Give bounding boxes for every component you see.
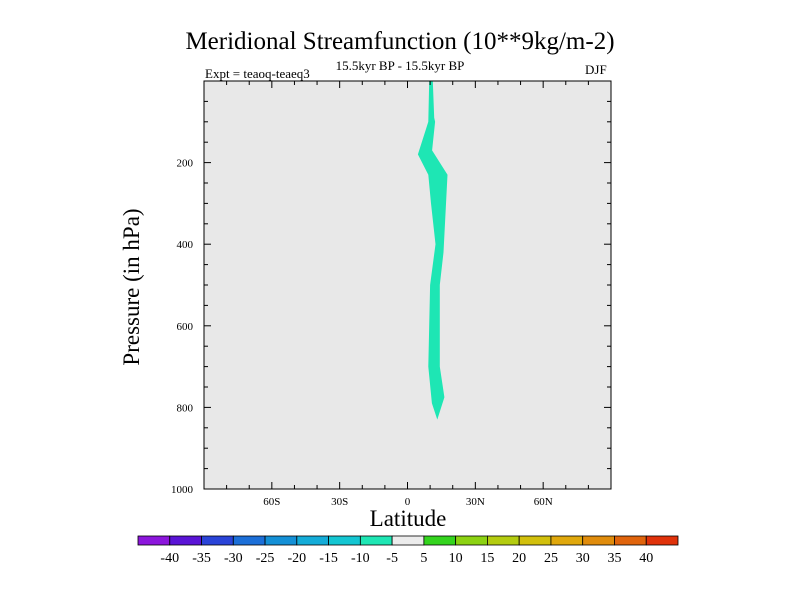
colorbar-swatch [169, 535, 202, 546]
colorbar-swatch [614, 535, 647, 546]
y-tick-label: 600 [177, 321, 194, 333]
colorbar-label: -25 [256, 551, 275, 566]
colorbar-label: 20 [512, 551, 526, 566]
colorbar-swatch [359, 535, 393, 546]
colorbar-swatch [487, 535, 520, 546]
y-tick-label: 1000 [171, 484, 194, 496]
colorbar-swatch [455, 535, 488, 546]
colorbar-label: -30 [224, 551, 243, 566]
colorbar-swatch [296, 535, 329, 546]
colorbar-label: 25 [544, 551, 558, 566]
colorbar-label: 30 [576, 551, 590, 566]
colorbar-swatch [328, 535, 361, 546]
colorbar-label: -10 [351, 551, 370, 566]
season-label: DJF [585, 62, 607, 77]
plot-background [204, 81, 611, 489]
y-tick-label: 800 [177, 402, 194, 414]
colorbar-label: 10 [449, 551, 463, 566]
colorbar-swatch [137, 535, 171, 546]
colorbar-swatch [264, 535, 298, 546]
x-tick-label: 60S [263, 496, 280, 508]
colorbar-swatch [201, 535, 234, 546]
colorbar-swatch [582, 535, 615, 546]
colorbar-label: 40 [639, 551, 653, 566]
x-tick-label: 30S [331, 496, 348, 508]
colorbar-label: -20 [287, 551, 306, 566]
x-tick-label: 0 [405, 496, 411, 508]
colorbar-swatch [232, 535, 266, 546]
x-axis-label: Latitude [369, 506, 447, 531]
chart-subtitle: 15.5kyr BP - 15.5kyr BP [335, 58, 465, 73]
colorbar-swatch [391, 535, 425, 546]
y-tick-label: 200 [177, 158, 194, 170]
colorbar-label: -40 [160, 551, 179, 566]
y-tick-label: 400 [177, 239, 194, 251]
contour-region [417, 81, 448, 420]
colorbar-label: -5 [386, 551, 398, 566]
colorbar-label: 35 [607, 551, 621, 566]
colorbar-label: -35 [192, 551, 211, 566]
colorbar-swatch [645, 535, 679, 546]
chart-title: Meridional Streamfunction (10**9kg/m-2) [185, 28, 615, 55]
colorbar-swatch [550, 535, 584, 546]
colorbar-swatch [518, 535, 552, 546]
x-tick-label: 60N [534, 496, 553, 508]
colorbar-label: -15 [319, 551, 338, 566]
colorbar-label: 15 [480, 551, 494, 566]
colorbar-swatch [423, 535, 457, 546]
experiment-label: Expt = teaoq-teaeq3 [205, 66, 310, 81]
colorbar-label: 5 [420, 551, 427, 566]
x-tick-label: 30N [466, 496, 485, 508]
